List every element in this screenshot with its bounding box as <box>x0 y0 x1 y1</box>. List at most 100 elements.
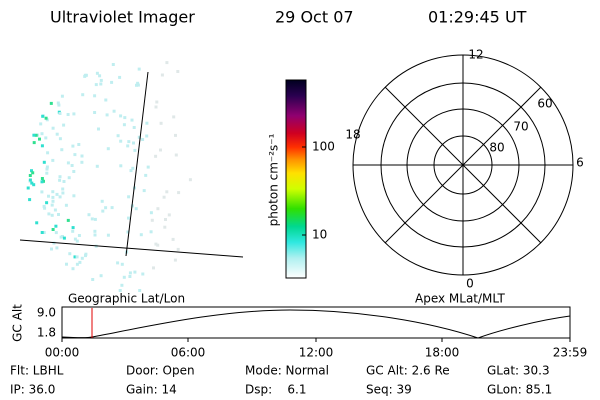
pixel <box>72 170 76 173</box>
pixel <box>87 213 91 217</box>
pixel <box>131 166 135 170</box>
pixel <box>73 255 77 259</box>
pixel <box>176 70 180 73</box>
pixel <box>72 112 76 116</box>
pixel <box>45 165 49 169</box>
pixel <box>128 275 132 278</box>
info-field: Seq: 39 <box>366 383 412 397</box>
pixel <box>95 71 99 75</box>
pixel <box>65 262 68 266</box>
colorbar <box>285 79 307 279</box>
pixel <box>28 198 32 202</box>
pixel <box>40 180 44 184</box>
pixel <box>61 187 65 191</box>
pixel <box>93 217 97 221</box>
pixel <box>146 165 150 169</box>
mlt-label: 18 <box>345 128 360 142</box>
x-tick-label: 23:59 <box>553 346 588 360</box>
pixel <box>84 252 88 256</box>
pixel <box>44 136 48 140</box>
info-field: GC Alt: 2.6 Re <box>366 364 450 378</box>
pixel <box>97 127 100 131</box>
pixel <box>159 148 162 152</box>
x-axis: 00:00 06:00 12:00 18:00 23:59 <box>45 338 588 360</box>
pixel <box>174 133 177 137</box>
pixel <box>156 243 160 247</box>
pixel <box>171 237 175 241</box>
pixel <box>127 140 131 144</box>
y-axis-label: GC Alt <box>11 304 25 342</box>
pixel <box>104 206 108 210</box>
pixel <box>44 116 48 120</box>
pixel <box>188 178 192 182</box>
x-tick-label: 18:00 <box>425 346 460 360</box>
pixel <box>142 189 146 193</box>
info-field: GLat: 30.3 <box>487 364 550 378</box>
pixel <box>72 194 76 198</box>
pixel <box>40 190 44 194</box>
pixel <box>132 141 135 145</box>
pixel <box>104 98 108 102</box>
colorbar-tick-label: 10 <box>312 228 327 242</box>
pixel <box>71 226 75 230</box>
pixel <box>165 61 169 65</box>
pixel <box>30 169 33 173</box>
pixel <box>45 201 49 205</box>
pixel <box>28 178 32 182</box>
pixel <box>136 81 140 85</box>
x-tick-label: 12:00 <box>299 346 334 360</box>
pixel <box>45 118 49 122</box>
pixel <box>110 206 114 210</box>
pixel <box>34 133 38 137</box>
pixel <box>94 83 98 87</box>
pixel <box>154 154 158 158</box>
pixel <box>127 216 130 220</box>
pixel <box>162 195 166 199</box>
pixel <box>35 221 39 225</box>
pixel <box>133 270 137 274</box>
info-field: Door: Open <box>126 364 195 378</box>
pixel <box>177 191 181 195</box>
pixel <box>51 190 55 194</box>
pixel <box>132 126 136 129</box>
pixel <box>152 266 155 270</box>
lat-label: 70 <box>513 120 528 134</box>
pixel <box>165 190 169 194</box>
pixel <box>75 262 79 266</box>
uv-image <box>26 61 192 292</box>
mlt-label: 0 <box>466 277 474 291</box>
x-tick-label: 00:00 <box>45 346 80 360</box>
pixel <box>120 283 124 287</box>
pixel <box>42 204 46 208</box>
pixel <box>66 113 70 116</box>
pixel <box>77 143 81 146</box>
title: Ultraviolet Imager <box>50 8 195 27</box>
pixel <box>57 213 60 216</box>
pixel <box>144 173 148 177</box>
pixel <box>163 225 167 229</box>
pixel <box>50 247 53 251</box>
pixel <box>61 191 65 195</box>
pixel <box>40 144 44 148</box>
pixel <box>51 195 55 199</box>
pixel <box>55 246 59 250</box>
pixel <box>55 192 59 196</box>
pixel <box>28 174 32 177</box>
pixel <box>81 93 85 97</box>
pixel <box>70 164 74 167</box>
pixel <box>160 73 164 77</box>
pixel <box>77 234 81 237</box>
pixel <box>66 218 70 222</box>
pixel <box>38 137 41 141</box>
pixel <box>43 206 47 210</box>
altitude-curve <box>61 309 571 339</box>
pixel <box>176 247 180 251</box>
pixel <box>119 164 123 168</box>
pixel <box>84 73 88 77</box>
date: 29 Oct 07 <box>275 8 354 27</box>
pixel <box>62 236 66 240</box>
pixel <box>73 153 77 157</box>
pixel <box>42 231 46 234</box>
pixel <box>159 121 163 125</box>
pixel <box>40 132 44 136</box>
